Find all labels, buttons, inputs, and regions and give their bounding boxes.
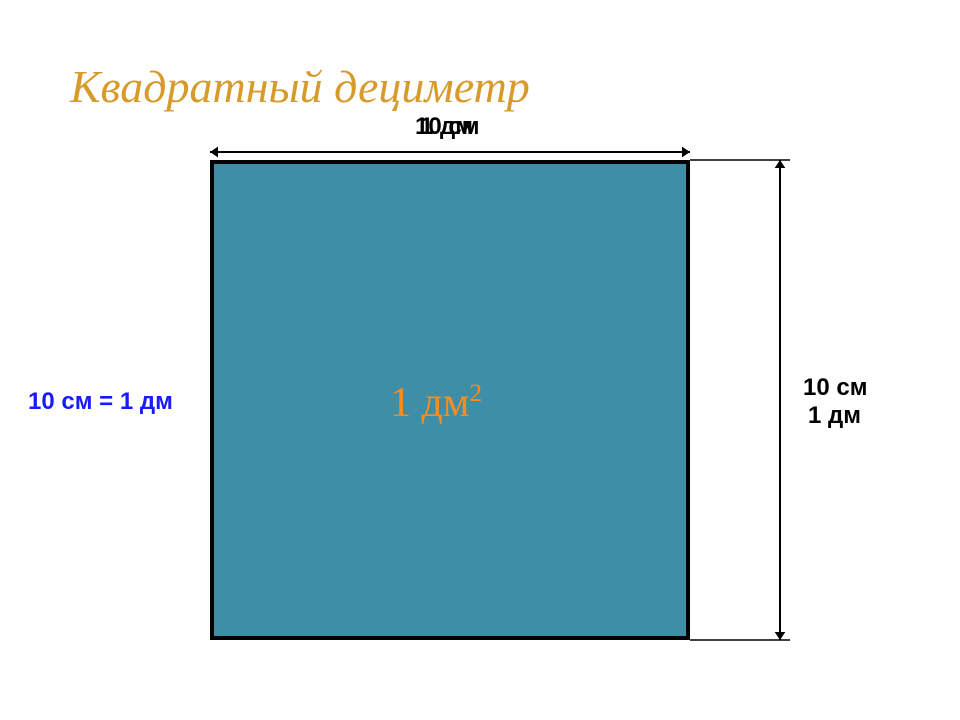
- left-equation-label: 10 см = 1 дм: [28, 388, 173, 416]
- area-label-base: 1 дм: [390, 380, 469, 426]
- area-label: 1 дм2: [390, 379, 482, 427]
- top-dimension-label-over: 1 дм: [420, 113, 473, 141]
- right-dimension-label-over: 1 дм: [808, 402, 861, 430]
- right-dimension-arrow: [688, 158, 792, 642]
- right-dimension-label-under: 10 см: [803, 374, 867, 402]
- slide-title: Квадратный дециметр: [70, 60, 530, 113]
- top-dimension-arrow: [200, 142, 700, 162]
- area-label-sup: 2: [469, 380, 482, 407]
